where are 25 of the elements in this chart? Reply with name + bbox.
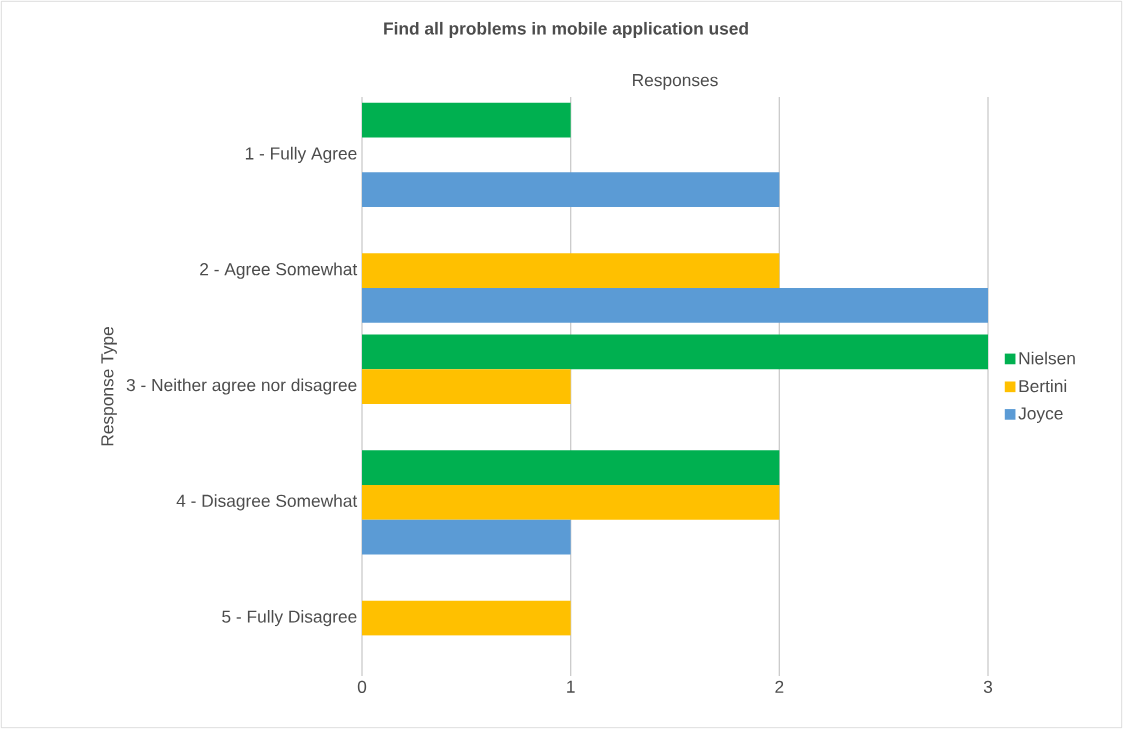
bar (362, 102, 571, 138)
y-tick-label: 2 - Agree Somewhat (200, 262, 358, 279)
bar (362, 600, 571, 636)
chart-title: Find all problems in mobile application used (384, 21, 748, 39)
x-axis-title: Responses (633, 74, 718, 90)
legend-label: Nielsen (1019, 351, 1075, 365)
legend-label: Bertini (1019, 379, 1067, 393)
x-tick-label: 3 (983, 680, 993, 693)
y-tick-label: 3 - Neither agree nor disagree (126, 378, 357, 395)
y-tick-label: 5 - Fully Disagree (222, 610, 357, 627)
x-tick-label: 2 (775, 680, 784, 693)
x-tick-label: 0 (357, 680, 367, 693)
bar (362, 253, 780, 289)
bar (362, 288, 988, 323)
bar (362, 519, 571, 555)
bar (362, 450, 780, 485)
legend-label: Joyce (1018, 407, 1063, 423)
bar (362, 172, 780, 208)
y-axis-title: Response Type (101, 327, 117, 446)
bar (362, 334, 988, 370)
bar (362, 484, 780, 520)
x-tick-label: 1 (567, 680, 575, 693)
bar (362, 369, 571, 404)
y-tick-label: 4 - Disagree Somewhat (176, 494, 358, 511)
y-tick-label: 1 - Fully Agree (245, 146, 357, 163)
